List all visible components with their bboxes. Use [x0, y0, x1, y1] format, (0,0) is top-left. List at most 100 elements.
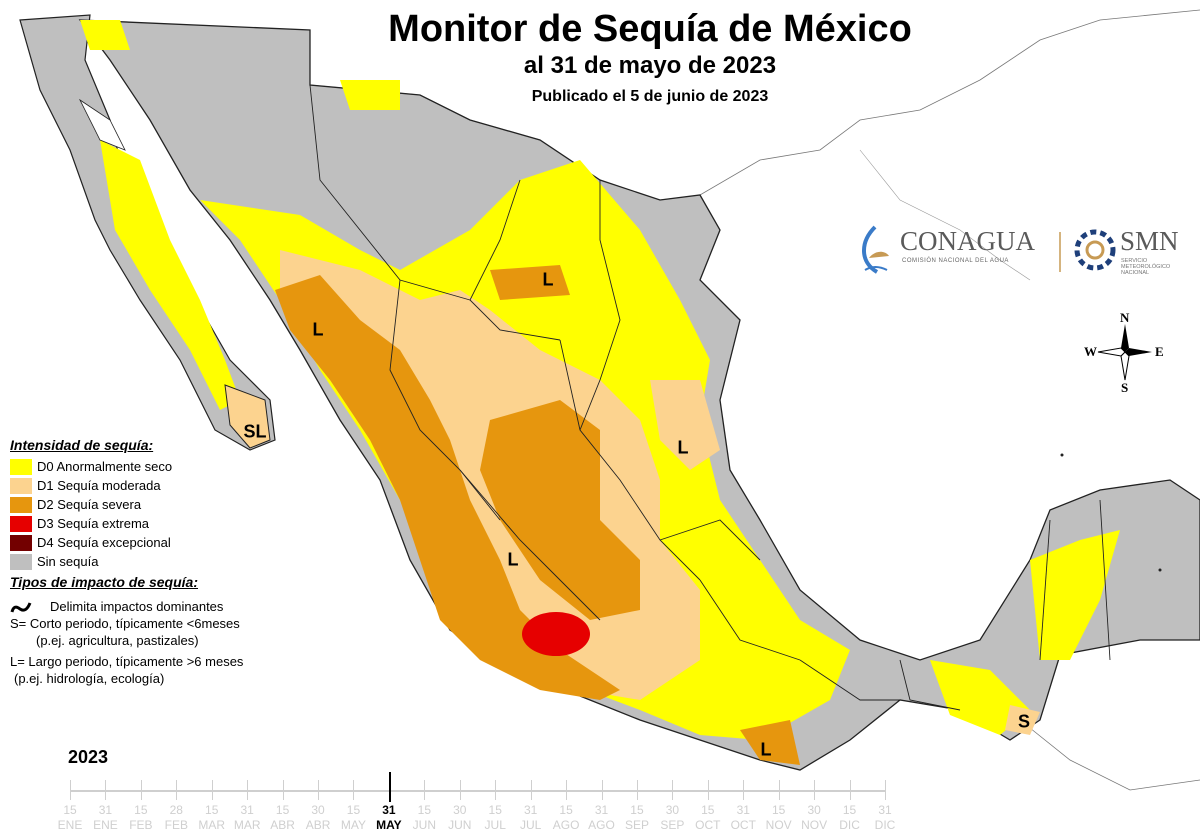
- timeline-current-marker: [388, 772, 391, 802]
- legend-item-d4: D4 Sequía excepcional: [10, 533, 310, 552]
- impact-label: L: [760, 739, 772, 760]
- timeline-tick: [282, 780, 284, 800]
- timeline-tick-label: 15 MAY: [340, 803, 367, 832]
- legend-label: D3 Sequía extrema: [37, 516, 150, 531]
- timeline-tick-label: 15 DIC: [839, 803, 860, 832]
- compass-s: S: [1121, 380, 1129, 395]
- timeline-tick-label: 15 OCT: [695, 803, 721, 832]
- conagua-subtext: COMISIÓN NACIONAL DEL AGUA: [902, 258, 1009, 264]
- impact-label: L: [677, 437, 689, 458]
- timeline-tick-label: 15 FEB: [129, 803, 153, 832]
- timeline-tick: [601, 780, 603, 800]
- timeline-axis: [70, 790, 885, 792]
- legend-label: Sin sequía: [37, 554, 99, 569]
- timeline-tick-label: 30 NOV: [801, 803, 828, 832]
- compass-icon: [1097, 324, 1152, 381]
- timeline-tick: [459, 780, 461, 800]
- timeline-tick-label: 28 FEB: [164, 803, 188, 832]
- legend-swatch: [10, 515, 32, 532]
- legend-swatch: [10, 458, 32, 475]
- timeline-tick: [353, 780, 355, 800]
- timeline-tick-label: 30 SEP: [660, 803, 685, 832]
- timeline-tick-label: 31 JUL: [519, 803, 542, 832]
- publish-date: Publicado el 5 de junio de 2023: [531, 88, 769, 105]
- legend-item-d2: D2 Sequía severa: [10, 495, 310, 514]
- timeline: 2023 15 ENE 31 ENE 15 FEB 28 FEB 15 MAR 31 MAR 15 ABR…: [0, 745, 900, 837]
- timeline-tick: [105, 780, 107, 800]
- timeline-tick-label: 31 ENE: [93, 803, 118, 832]
- map-date: al 31 de mayo de 2023: [523, 52, 777, 79]
- smn-text: SMN: [1120, 226, 1179, 256]
- legend-swatch: [10, 534, 32, 551]
- timeline-tick-label: 15 NOV: [765, 803, 792, 832]
- legend-label: D0 Anormalmente seco: [37, 459, 173, 474]
- impact-label: L: [507, 549, 519, 570]
- gulf-coast-line: [859, 149, 1031, 281]
- legend-intensity-title: Intensidad de sequía:: [10, 437, 154, 453]
- map-title: Monitor de Sequía de México: [388, 8, 912, 50]
- legend-label: D2 Sequía severa: [37, 497, 142, 512]
- timeline-tick: [672, 780, 674, 800]
- timeline-tick: [176, 780, 178, 800]
- legend-impact-title: Tipos de impacto de sequía:: [10, 574, 199, 590]
- timeline-tick-label: 31 AGO: [588, 803, 615, 832]
- impact-line-label: Delimita impactos dominantes: [50, 599, 224, 614]
- timeline-tick: [743, 780, 745, 800]
- smn-subtext-3: NACIONAL: [1121, 270, 1150, 276]
- timeline-year: 2023: [68, 747, 109, 767]
- agency-logos: CONAGUA COMISIÓN NACIONAL DEL AGUA SMN S…: [855, 222, 1195, 277]
- timeline-tick: [707, 780, 709, 800]
- timeline-tick-label: 15 ABR: [270, 803, 295, 832]
- legend-swatch: [10, 477, 32, 494]
- timeline-tick: [424, 780, 426, 800]
- impact-line-icon: [10, 601, 32, 612]
- timeline-tick: [636, 780, 638, 800]
- impact-l-label: L= Largo periodo, típicamente >6 meses: [10, 654, 244, 669]
- timeline-tick: [140, 780, 142, 800]
- legend-swatch: [10, 496, 32, 513]
- impact-label: L: [542, 269, 554, 290]
- smn-logo-icon: [1074, 229, 1116, 271]
- timeline-tick-label: 15 SEP: [624, 803, 649, 832]
- smn-subtext-2: METEOROLÓGICO: [1121, 264, 1171, 270]
- state-boundaries: [309, 84, 1111, 711]
- timeline-tick: [318, 780, 320, 800]
- central-america-line: [1019, 719, 1200, 791]
- conagua-logo-icon: [862, 225, 889, 274]
- impact-s-label: S= Corto periodo, típicamente <6meses: [10, 616, 240, 631]
- smn-subtext-1: SERVICIO: [1121, 258, 1148, 264]
- legend-item-d1: D1 Sequía moderada: [10, 476, 310, 495]
- timeline-tick-label: 30 ABR: [305, 803, 331, 832]
- timeline-tick-label: 31 MAY: [376, 803, 402, 832]
- legend-item-d3: D3 Sequía extrema: [10, 514, 310, 533]
- impact-s-example: (p.ej. agricultura, pastizales): [36, 633, 199, 648]
- d3-region: [522, 612, 590, 656]
- timeline-tick-label: 15 JUN: [412, 803, 437, 832]
- timeline-tick: [247, 780, 249, 800]
- timeline-tick-label: 31 DIC: [874, 803, 896, 832]
- timeline-tick-label: 15 MAR: [198, 803, 226, 832]
- timeline-tick: [495, 780, 497, 800]
- timeline-tick: [778, 780, 780, 800]
- impact-label: S: [1017, 711, 1031, 732]
- timeline-tick: [566, 780, 568, 800]
- compass-rose: N S W E: [1080, 310, 1170, 395]
- legend-item-d0: D0 Anormalmente seco: [10, 457, 310, 476]
- timeline-tick-label: 30 JUN: [448, 803, 472, 832]
- timeline-tick: [849, 780, 851, 800]
- legend-swatch: [10, 553, 32, 570]
- conagua-text: CONAGUA: [900, 226, 1035, 256]
- timeline-tick: [530, 780, 532, 800]
- impact-l-example: (p.ej. hidrología, ecología): [14, 671, 165, 686]
- legend-label: D1 Sequía moderada: [37, 478, 161, 493]
- legend-label: D4 Sequía excepcional: [37, 535, 171, 550]
- timeline-tick: [885, 780, 886, 800]
- impact-label: SL: [243, 421, 267, 442]
- legend-item-ss: Sin sequía: [10, 552, 310, 571]
- compass-e: E: [1155, 344, 1164, 359]
- compass-n: N: [1120, 310, 1130, 325]
- timeline-tick-label: 15 AGO: [552, 803, 580, 832]
- legend: Intensidad de sequía: D0 Anormalmente se…: [10, 437, 310, 687]
- timeline-tick: [814, 780, 816, 800]
